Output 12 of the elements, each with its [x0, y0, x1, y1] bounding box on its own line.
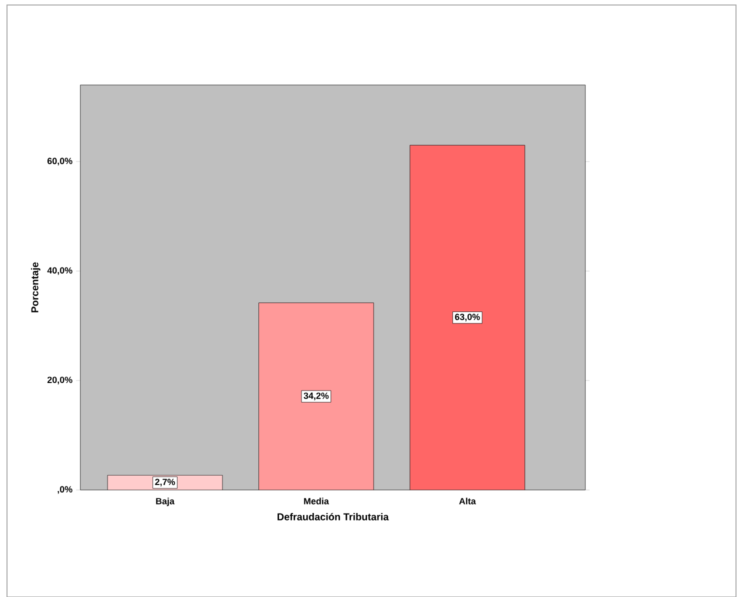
y-tick-label: 60,0% [47, 158, 72, 166]
x-tick-label: Baja [156, 498, 175, 506]
x-tick-label: Media [304, 498, 329, 504]
y-tick-label: 20,0% [47, 376, 72, 384]
x-tick-label: Alta [459, 498, 476, 504]
x-axis-title: Defraudación Tributaria [278, 512, 389, 520]
data-label: 63,0% [455, 314, 480, 322]
data-label: 34,2% [304, 392, 329, 400]
y-tick-label: 40,0% [47, 267, 72, 275]
data-label: 2,7% [155, 478, 175, 486]
y-axis-title: Porcentaje [31, 262, 40, 312]
y-tick-label: ,0% [58, 486, 72, 494]
